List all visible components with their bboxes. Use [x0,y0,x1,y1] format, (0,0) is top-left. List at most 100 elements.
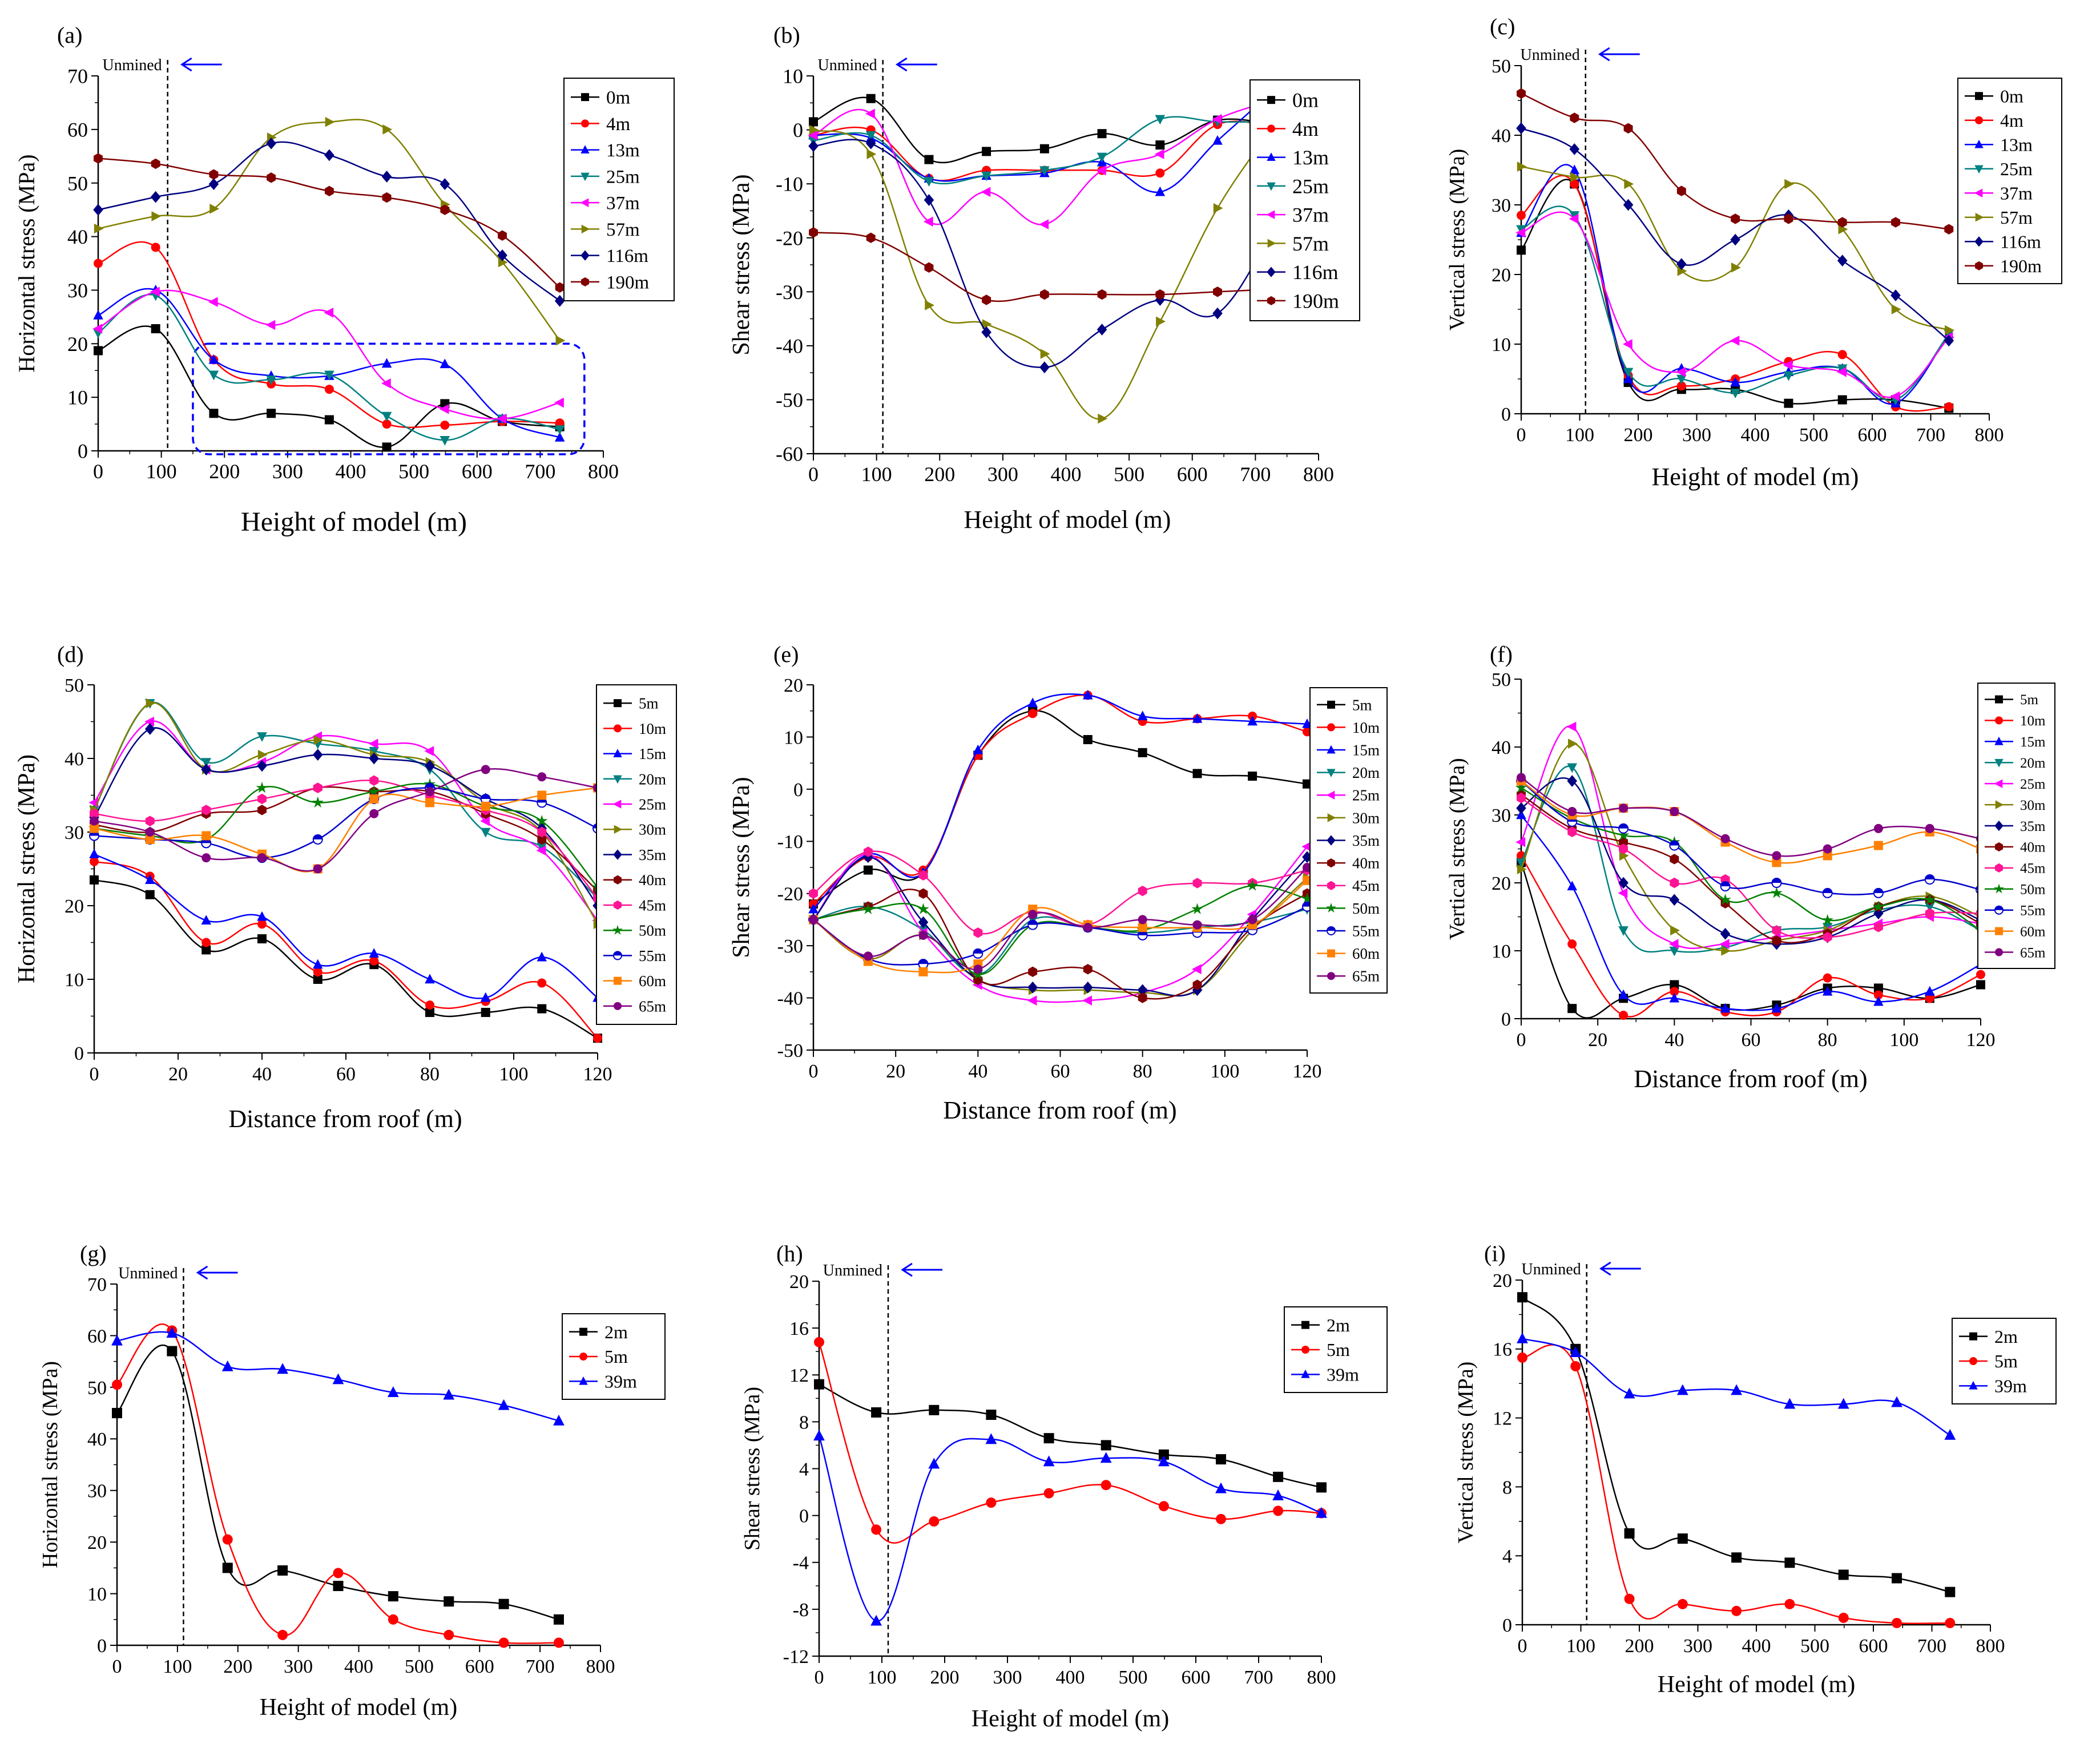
x-tick-label: 80 [1133,1061,1152,1082]
chart-panel-i: (i) 0 100 200 300 400 500 600 700 800 0 4 8 12 16 20 Hei… [1454,1241,2057,1698]
x-tick-label: 600 [1182,1667,1211,1688]
y-tick-label: 10 [67,386,88,409]
data-point [982,319,992,329]
series-line [93,702,599,925]
data-point [1622,339,1632,349]
legend-swatch-marker [1995,842,2003,851]
legend-label: 37m [606,193,640,214]
data-point [1873,983,1883,993]
data-point [982,147,991,156]
data-point [221,1360,233,1371]
x-ticks: 0 20 40 60 80 100 120 [809,1050,1322,1082]
x-axis-title: Height of model (m) [972,1706,1169,1732]
series-line [1521,780,1981,864]
legend-item: 4m [571,114,631,135]
data-point [443,1388,455,1400]
data-point [1873,996,1884,1006]
data-point [1097,324,1107,336]
data-point [1096,165,1106,176]
series-37m [1515,211,1953,402]
data-point [94,259,103,268]
legend-label: 25m [2020,777,2046,792]
unmined-arrow-icon [901,1262,942,1277]
series-line [813,867,1308,970]
data-point [388,1591,398,1602]
data-point [201,805,211,816]
legend-swatch-marker [614,976,622,985]
chart-panel-c: (c) 0 100 200 300 400 500 600 700 800 0 10 20 30 40 50 H… [1445,14,2062,491]
data-point [1873,990,1883,1000]
legend-label: 4m [606,114,631,135]
data-point [1623,1387,1635,1399]
x-tick-label: 120 [1293,1061,1322,1082]
legend-item: 5m [603,695,659,712]
x-tick-label: 500 [1119,1667,1148,1688]
data-point [1892,1573,1902,1584]
data-point [208,370,219,381]
data-point [537,790,547,800]
series-line [813,139,1276,368]
data-point [1618,926,1628,936]
x-tick-label: 120 [1966,1030,1996,1051]
legend-swatch-marker [1327,949,1335,958]
data-point [1944,334,1954,347]
legend-swatch-marker [1327,858,1335,868]
series-35m [1516,775,1986,950]
legend-item: 13m [571,140,640,161]
legend-label: 30m [2020,798,2046,813]
legend-swatch-marker [1327,926,1336,935]
data-point [209,409,219,418]
legend-swatch-marker [614,875,622,885]
data-point [1772,851,1781,861]
y-tick-label: 20 [1492,265,1511,286]
x-ticks: 0 100 200 300 400 500 600 700 800 [815,1656,1336,1688]
data-point [369,752,380,765]
data-point [554,294,565,307]
data-point [1670,807,1679,817]
legend-swatch-marker [1995,800,2004,809]
legend-label: 35m [2020,819,2046,834]
series-2m [814,1379,1327,1493]
data-point [201,945,211,955]
data-point [973,927,983,938]
legend-item: 57m [1257,232,1329,255]
data-point [973,948,983,959]
data-point [266,137,276,150]
y-tick-label: 40 [67,225,88,248]
series-line [1520,765,1981,953]
legend-label: 0m [2000,86,2023,106]
data-point [1784,213,1793,224]
data-point [387,1386,399,1397]
data-point [425,1000,434,1010]
legend-item: 2m [1959,1326,2018,1347]
series-line [1520,725,1981,949]
y-tick-label: -20 [777,884,803,905]
series-line [94,787,598,873]
highlight-box [192,342,586,455]
y-tick-label: 20 [87,1532,107,1553]
data-point [333,1581,344,1592]
data-point [151,243,160,252]
data-point [1567,807,1577,817]
x-axis-title: Height of model (m) [241,507,467,537]
series-10m [1517,851,1985,1020]
series-line [1521,794,1981,944]
arrow-head [1599,1261,1611,1276]
legend-item: 55m [1317,922,1380,939]
x-tick-label: 100 [868,1667,897,1688]
data-point [145,834,155,844]
data-point [440,358,450,369]
legend-swatch-marker [1975,213,1984,222]
series-line [94,768,598,872]
series-line [1520,862,1981,1019]
legend-label: 57m [1292,232,1329,255]
data-point [257,919,267,929]
data-point [554,431,565,442]
x-ticks: 0 100 200 300 400 500 600 700 800 [93,451,619,483]
data-point [1624,1593,1635,1604]
legend-label: 10m [639,720,666,737]
series-5m [90,875,602,1043]
series-25m [88,716,602,926]
data-point [1668,939,1679,949]
data-point [1027,697,1038,708]
